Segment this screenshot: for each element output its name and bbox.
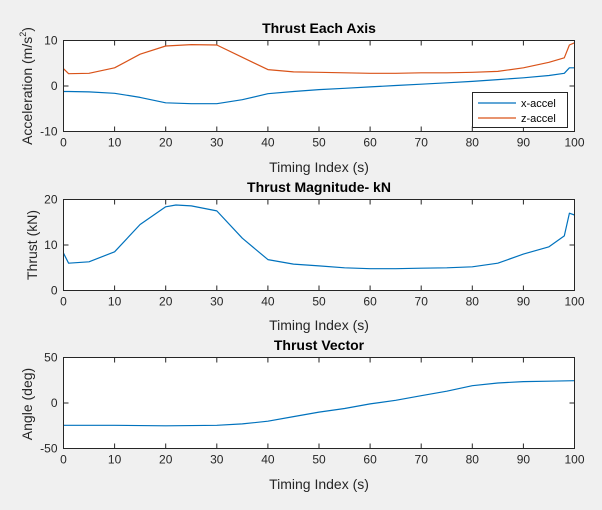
x-tick-label: 80 xyxy=(466,453,480,467)
y-axis-label-1-superscript: 2 xyxy=(18,32,28,37)
x-tick-label: 100 xyxy=(564,295,584,309)
y-axis-label-3: Angle (deg) xyxy=(19,368,35,440)
series-line-z-accel xyxy=(63,42,575,75)
y-tick-label: 20 xyxy=(44,193,58,207)
y-tick-labels-3: -50 0 50 xyxy=(40,351,58,456)
x-tick-labels-3: 0 10 20 30 40 50 60 70 80 90 100 xyxy=(60,453,585,467)
x-tick-label: 50 xyxy=(312,136,326,150)
x-tick-label: 70 xyxy=(415,136,429,150)
x-tick-label: 30 xyxy=(210,295,224,309)
x-tick-label: 10 xyxy=(108,295,122,309)
x-tick-label: 0 xyxy=(60,295,67,309)
x-ticks-3 xyxy=(63,357,575,449)
panel-thrust-magnitude: 0 10 20 30 40 50 60 70 80 90 100 0 10 20 Thrust Magn… xyxy=(24,179,585,333)
y-tick-labels-2: 0 10 20 xyxy=(44,193,58,298)
x-tick-label: 10 xyxy=(108,136,122,150)
y-axis-label-1: Acceleration (m/s2) xyxy=(18,27,35,145)
series-line-panel-3-0 xyxy=(63,380,575,427)
x-tick-label: 30 xyxy=(210,453,224,467)
x-tick-label: 60 xyxy=(363,295,377,309)
x-tick-label: 40 xyxy=(261,136,275,150)
series-group-3 xyxy=(63,380,575,427)
plot-area-3 xyxy=(63,357,575,449)
x-tick-labels-1: 0 10 20 30 40 50 60 70 80 90 100 xyxy=(60,136,585,150)
chart-title-1: Thrust Each Axis xyxy=(262,20,376,36)
plot-frame-2 xyxy=(63,199,575,291)
y-axis-label-1-close: ) xyxy=(19,27,35,32)
legend-label-z-accel: z-accel xyxy=(521,113,556,125)
x-tick-label: 0 xyxy=(60,453,67,467)
x-tick-label: 90 xyxy=(517,453,531,467)
plot-area-2 xyxy=(63,199,575,291)
y-tick-label: 10 xyxy=(44,34,58,48)
x-tick-label: 60 xyxy=(363,136,377,150)
x-tick-label: 40 xyxy=(261,295,275,309)
series-line-x-accel xyxy=(63,67,575,105)
x-tick-label: 50 xyxy=(312,453,326,467)
x-tick-label: 70 xyxy=(415,295,429,309)
chart-title-3: Thrust Vector xyxy=(274,337,365,353)
plot-frame-3 xyxy=(63,357,575,449)
plot-frame-1 xyxy=(63,40,575,132)
y-tick-label: 50 xyxy=(44,351,58,365)
x-tick-label: 90 xyxy=(517,136,531,150)
x-tick-label: 100 xyxy=(564,136,584,150)
x-tick-label: 60 xyxy=(363,453,377,467)
y-axis-label-1-text: Acceleration (m/s xyxy=(19,37,35,145)
series-group-1 xyxy=(63,42,575,105)
x-tick-label: 0 xyxy=(60,136,67,150)
x-tick-label: 40 xyxy=(261,453,275,467)
y-tick-label: -50 xyxy=(40,442,58,456)
x-tick-label: 50 xyxy=(312,295,326,309)
x-tick-label: 70 xyxy=(415,453,429,467)
x-axis-label-3: Timing Index (s) xyxy=(269,476,369,492)
x-tick-label: 80 xyxy=(466,295,480,309)
x-tick-label: 30 xyxy=(210,136,224,150)
x-axis-label-1: Timing Index (s) xyxy=(269,159,369,175)
x-tick-label: 100 xyxy=(564,453,584,467)
legend[interactable]: x-accel z-accel xyxy=(472,92,568,128)
x-tick-label: 80 xyxy=(466,136,480,150)
x-axis-label-2: Timing Index (s) xyxy=(269,317,369,333)
series-line-panel-2-0 xyxy=(62,204,575,270)
y-tick-label: 0 xyxy=(51,396,58,410)
y-tick-label: -10 xyxy=(40,125,58,139)
x-tick-labels-2: 0 10 20 30 40 50 60 70 80 90 100 xyxy=(60,295,585,309)
y-tick-label: 0 xyxy=(51,284,58,298)
series-group-2 xyxy=(62,204,575,270)
x-tick-label: 20 xyxy=(159,136,173,150)
y-tick-label: 10 xyxy=(44,238,58,252)
x-tick-label: 90 xyxy=(517,295,531,309)
y-axis-label-2: Thrust (kN) xyxy=(24,210,40,280)
chart-title-2: Thrust Magnitude- kN xyxy=(247,179,391,195)
x-tick-label: 20 xyxy=(159,453,173,467)
y-tick-labels-1: -10 0 10 xyxy=(40,34,58,139)
x-tick-label: 20 xyxy=(159,295,173,309)
x-tick-label: 10 xyxy=(108,453,122,467)
legend-box xyxy=(472,92,568,128)
legend-label-x-accel: x-accel xyxy=(521,98,556,110)
y-tick-label: 0 xyxy=(51,79,58,93)
